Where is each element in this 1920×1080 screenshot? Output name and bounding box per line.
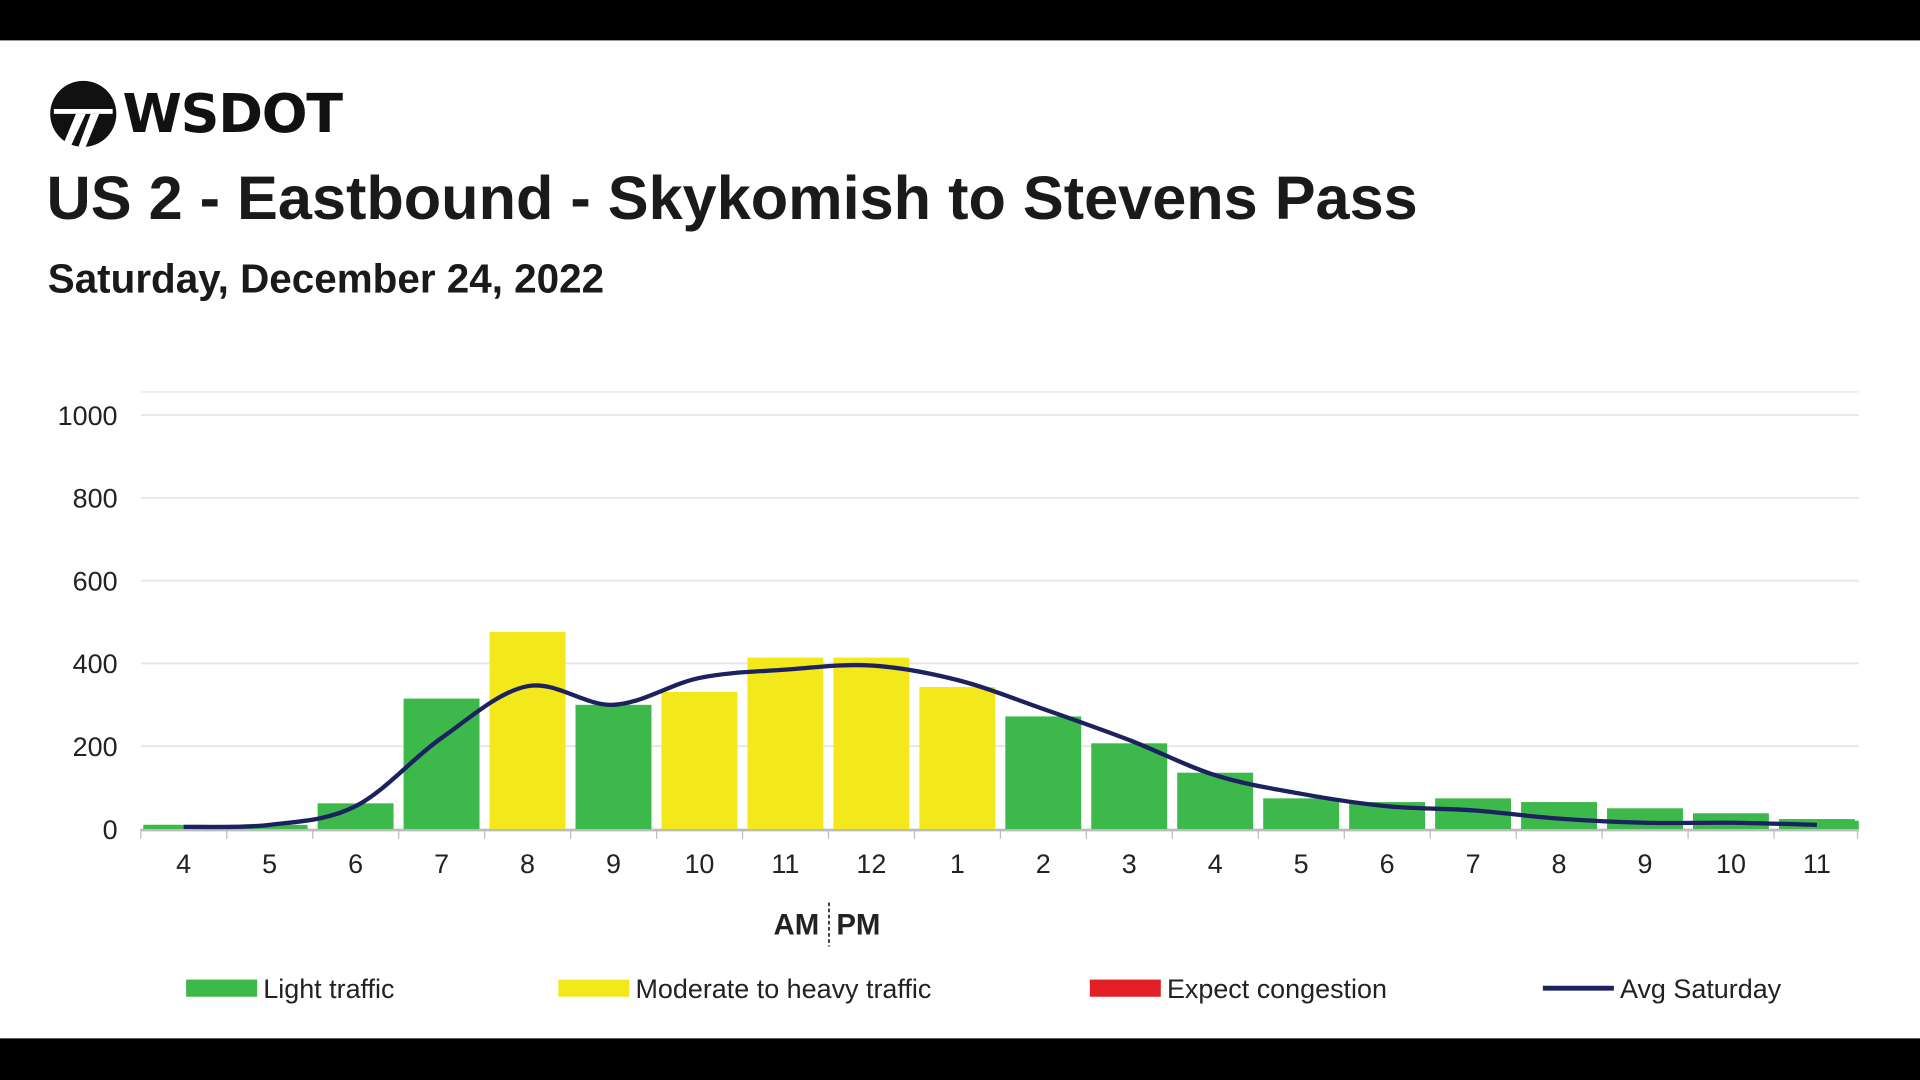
legend-swatch <box>1089 979 1161 997</box>
avg-saturday-line <box>183 662 1817 830</box>
bar-moderate <box>489 631 566 829</box>
x-tick-label: 11 <box>1803 849 1831 879</box>
x-tick-label: 10 <box>684 849 714 879</box>
legend-label: Expect congestion <box>1167 974 1387 1004</box>
x-tick-label: 5 <box>1294 849 1309 879</box>
bar-moderate <box>919 687 996 829</box>
bar-moderate <box>661 691 738 829</box>
wsdot-logo: WSDOT <box>49 80 343 149</box>
legend-swatch <box>558 979 630 997</box>
x-tick-label: 2 <box>1036 849 1051 879</box>
bar-moderate <box>833 657 910 829</box>
bar-light <box>1091 743 1168 829</box>
legend-swatch <box>186 979 258 997</box>
x-tick-label: 6 <box>348 849 363 879</box>
x-tick-label: 7 <box>1466 849 1481 879</box>
legend-label: Moderate to heavy traffic <box>636 974 932 1004</box>
x-tick-label: 11 <box>771 849 799 879</box>
bar-light <box>1005 716 1082 829</box>
x-tick-label: 1 <box>950 849 965 879</box>
legend-label: Avg Saturday <box>1620 974 1782 1004</box>
pm-label: PM <box>836 908 880 941</box>
bar-light-edge <box>1824 820 1859 829</box>
y-tick-label: 800 <box>73 484 118 514</box>
x-tick-label: 4 <box>1208 849 1223 879</box>
page-title: US 2 - Eastbound - Skykomish to Stevens … <box>46 164 1418 233</box>
logo-text: WSDOT <box>122 82 343 146</box>
bar-light <box>1607 808 1683 829</box>
am-label: AM <box>774 908 820 941</box>
x-tick-label: 7 <box>434 849 449 879</box>
x-tick-label: 4 <box>176 849 191 879</box>
bar-light <box>1263 798 1340 829</box>
x-tick-label: 10 <box>1716 849 1746 879</box>
y-tick-label: 400 <box>73 649 118 679</box>
y-tick-label: 200 <box>73 732 118 762</box>
chart-panel: WSDOT US 2 - Eastbound - Skykomish to St… <box>0 40 1920 1039</box>
legend-item-congestion: Expect congestion <box>1089 974 1387 1004</box>
legend-label: Light traffic <box>263 974 394 1004</box>
legend-item-moderate: Moderate to heavy traffic <box>558 974 931 1004</box>
legend-item-avg: Avg Saturday <box>1542 974 1782 1004</box>
bar-light <box>575 704 652 829</box>
x-tick-label: 6 <box>1380 849 1395 879</box>
wsdot-logo-icon <box>50 80 117 147</box>
page-subtitle: Saturday, December 24, 2022 <box>47 255 605 302</box>
legend-item-light: Light traffic <box>186 974 394 1004</box>
y-tick-label: 600 <box>73 566 118 596</box>
x-tick-label: 9 <box>1638 849 1653 879</box>
y-tick-label: 1000 <box>58 401 118 431</box>
bar-moderate <box>747 657 824 829</box>
x-tick-label: 5 <box>262 849 277 879</box>
x-tick-label: 8 <box>1552 849 1567 879</box>
x-tick-label: 3 <box>1122 849 1137 879</box>
bar-light-edge <box>143 824 181 829</box>
y-tick-label: 0 <box>103 815 118 845</box>
x-tick-label: 9 <box>606 849 621 879</box>
x-tick-label: 12 <box>856 849 886 879</box>
x-tick-label: 8 <box>520 849 535 879</box>
